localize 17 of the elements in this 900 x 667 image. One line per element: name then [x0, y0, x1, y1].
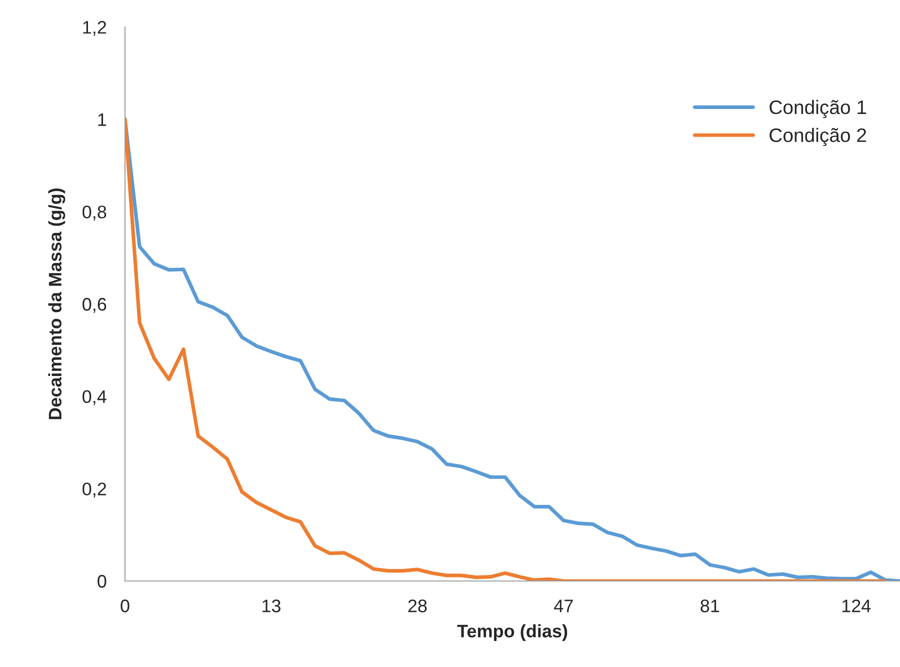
- x-tick-label: 81: [700, 600, 720, 612]
- y-tick-label: 1: [98, 113, 106, 126]
- y-tick-label: 0,4: [82, 390, 106, 406]
- legend-label: Condição 1: [770, 100, 866, 118]
- x-tick-label: 0: [120, 600, 130, 612]
- y-axis-title: Decaimento da Massa (g/g): [48, 188, 66, 420]
- y-tick-label: 1,2: [83, 20, 106, 36]
- y-tick-label: 0: [98, 574, 106, 588]
- x-axis-title: Tempo (dias): [457, 624, 568, 642]
- x-tick-label: 47: [554, 600, 573, 612]
- y-tick-label: 0,8: [82, 206, 106, 221]
- x-tick-label: 13: [262, 600, 280, 612]
- x-tick-label: 124: [842, 600, 871, 612]
- x-tick-label: 28: [408, 600, 427, 612]
- y-tick-label: 0,6: [82, 298, 106, 313]
- y-tick-label: 0,2: [82, 482, 106, 498]
- legend-label: Condição 2: [770, 128, 866, 146]
